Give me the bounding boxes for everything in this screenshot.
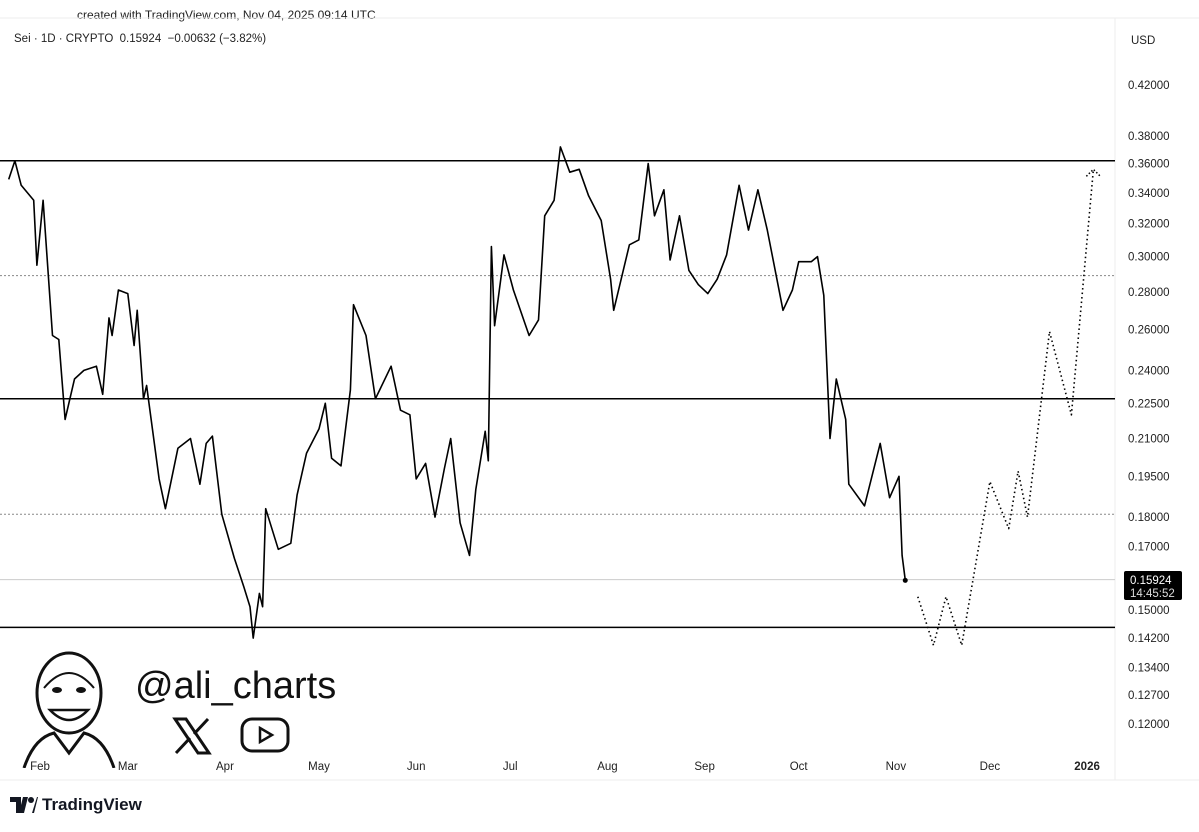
y-tick-label: 0.12000 bbox=[1128, 719, 1170, 731]
x-tick-label: Jun bbox=[407, 761, 426, 773]
y-tick-label: 0.22500 bbox=[1128, 398, 1170, 410]
current-price-label: 0.15924 14:45:52 bbox=[1124, 571, 1182, 600]
author-handle: @ali_charts bbox=[135, 665, 337, 707]
y-tick-label: 0.15000 bbox=[1128, 605, 1170, 617]
projection-line bbox=[917, 169, 1095, 647]
x-tick-label: Apr bbox=[216, 761, 234, 773]
x-tick-label: Sep bbox=[694, 761, 714, 773]
y-tick-label: 0.38000 bbox=[1128, 131, 1170, 143]
y-tick-label: 0.13400 bbox=[1128, 663, 1170, 675]
y-tick-label: 0.26000 bbox=[1128, 325, 1170, 337]
y-tick-label: 0.12700 bbox=[1128, 690, 1170, 702]
x-tick-label: May bbox=[308, 761, 330, 773]
y-tick-label: 0.42000 bbox=[1128, 80, 1170, 92]
current-price: 0.15924 bbox=[1130, 575, 1172, 587]
tradingview-logo-icon bbox=[10, 797, 38, 813]
y-tick-label: 0.28000 bbox=[1128, 287, 1170, 299]
x-tick-label: Nov bbox=[886, 761, 907, 773]
tradingview-logo: TradingView bbox=[10, 795, 142, 815]
y-tick-label: 0.32000 bbox=[1128, 219, 1170, 231]
y-tick-label: 0.18000 bbox=[1128, 512, 1170, 524]
symbol-legend: Sei · 1D · CRYPTO 0.15924 −0.00632 (−3.8… bbox=[14, 33, 267, 45]
currency-label: USD bbox=[1131, 35, 1155, 47]
y-tick-label: 0.30000 bbox=[1128, 252, 1170, 264]
bar-countdown: 14:45:52 bbox=[1130, 588, 1175, 600]
last-price-dot bbox=[902, 577, 908, 583]
y-tick-label: 0.36000 bbox=[1128, 159, 1170, 171]
x-tick-label: 2026 bbox=[1074, 761, 1100, 773]
x-tick-label: Feb bbox=[30, 761, 50, 773]
price-line bbox=[7, 146, 907, 639]
tradingview-logo-text: TradingView bbox=[42, 795, 142, 814]
youtube-icon bbox=[240, 717, 290, 753]
x-tick-label: Oct bbox=[790, 761, 809, 773]
x-tick-label: Mar bbox=[118, 761, 138, 773]
y-tick-label: 0.14200 bbox=[1128, 633, 1170, 645]
y-tick-label: 0.21000 bbox=[1128, 434, 1170, 446]
x-tick-label: Dec bbox=[980, 761, 1001, 773]
author-avatar bbox=[22, 651, 116, 768]
x-logo-icon bbox=[172, 717, 212, 755]
x-tick-label: Aug bbox=[597, 761, 617, 773]
y-tick-label: 0.19500 bbox=[1128, 471, 1170, 483]
y-tick-label: 0.34000 bbox=[1128, 188, 1170, 200]
x-tick-label: Jul bbox=[503, 761, 518, 773]
y-tick-label: 0.17000 bbox=[1128, 541, 1170, 553]
y-tick-label: 0.24000 bbox=[1128, 365, 1170, 377]
